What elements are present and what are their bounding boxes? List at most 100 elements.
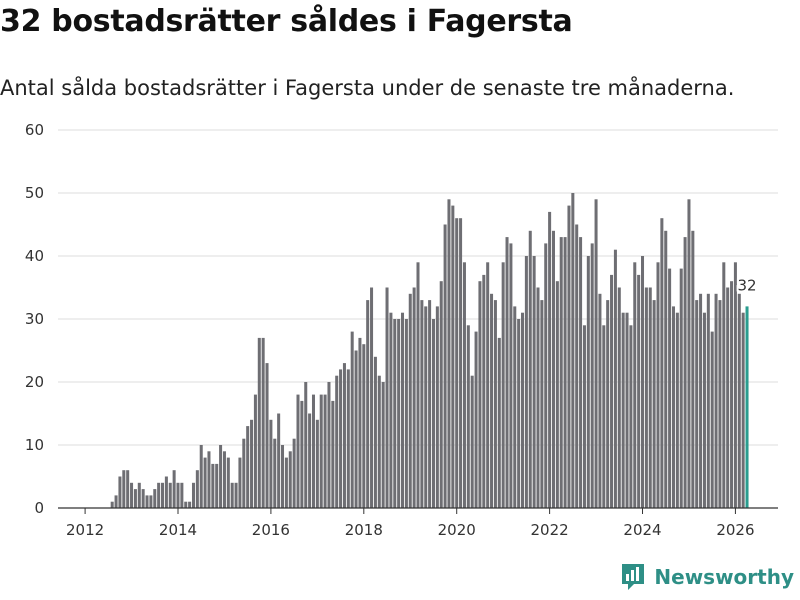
bar	[207, 451, 211, 508]
bar	[281, 445, 285, 508]
bar	[699, 293, 703, 508]
bar	[145, 495, 149, 508]
bar	[304, 382, 308, 508]
bar	[726, 287, 730, 508]
bar	[288, 451, 292, 508]
chart-logo-icon	[622, 564, 645, 590]
bar	[528, 230, 532, 509]
bar	[315, 419, 319, 508]
bar	[257, 337, 261, 508]
bar	[610, 274, 614, 508]
bar	[602, 325, 606, 508]
bar	[226, 457, 230, 508]
bar	[695, 300, 699, 508]
bar	[439, 281, 443, 508]
bar	[644, 287, 648, 508]
bar	[199, 445, 203, 508]
bar	[219, 445, 223, 508]
bar	[311, 394, 315, 508]
bar	[222, 451, 226, 508]
bar	[613, 249, 617, 508]
bar	[660, 218, 664, 508]
bar	[215, 463, 219, 508]
latest-value-label: 32	[737, 276, 756, 294]
y-tick-label: 50	[25, 184, 44, 202]
bar	[366, 300, 370, 508]
bar	[408, 293, 412, 508]
bar	[443, 224, 447, 508]
bar	[555, 281, 559, 508]
bar	[370, 287, 374, 508]
bar	[575, 224, 579, 508]
bar	[149, 495, 153, 508]
bar	[462, 262, 466, 508]
bar	[377, 375, 381, 508]
bar	[133, 489, 137, 508]
bar	[633, 262, 637, 508]
bar	[420, 300, 424, 508]
bar	[373, 356, 377, 508]
x-tick-label: 2024	[623, 521, 661, 539]
x-tick-label: 2020	[438, 521, 476, 539]
bar	[242, 438, 246, 508]
x-tick-label: 2018	[345, 521, 383, 539]
bar	[300, 400, 304, 508]
bar	[412, 287, 416, 508]
bar	[455, 218, 459, 508]
bar	[203, 457, 207, 508]
bar	[505, 237, 509, 508]
newsworthy-logo[interactable]: Newsworthy	[620, 562, 794, 592]
bar	[122, 470, 126, 508]
bar	[323, 394, 327, 508]
bar	[327, 382, 331, 508]
bar	[586, 256, 590, 508]
bar	[718, 300, 722, 508]
y-tick-label: 10	[25, 436, 44, 454]
bar	[308, 413, 312, 508]
bar	[157, 482, 161, 508]
bar	[335, 375, 339, 508]
bar	[730, 281, 734, 508]
bar	[648, 287, 652, 508]
bar	[230, 482, 234, 508]
bar	[401, 312, 405, 508]
bar	[176, 482, 180, 508]
y-tick-label: 30	[25, 310, 44, 328]
bar	[559, 237, 563, 508]
bar	[582, 325, 586, 508]
bar	[211, 463, 215, 508]
bar	[474, 331, 478, 508]
bar	[521, 312, 525, 508]
bar	[652, 300, 656, 508]
bar-latest	[745, 306, 749, 508]
chart-title: 32 bostadsrätter såldes i Fagersta	[0, 4, 573, 39]
bar	[342, 363, 346, 508]
bar	[532, 256, 536, 508]
brand-name: Newsworthy	[654, 565, 794, 589]
bar	[706, 293, 710, 508]
bar	[459, 218, 463, 508]
bar	[482, 274, 486, 508]
bar	[451, 205, 455, 508]
bar	[722, 262, 726, 508]
y-tick-label: 40	[25, 247, 44, 265]
bar	[110, 501, 114, 508]
bar	[478, 281, 482, 508]
bar	[493, 300, 497, 508]
bar	[184, 501, 188, 508]
bar	[714, 293, 718, 508]
bar	[265, 363, 269, 508]
bar	[188, 501, 192, 508]
bar	[153, 489, 157, 508]
bar	[497, 337, 501, 508]
bar	[385, 287, 389, 508]
bar	[389, 312, 393, 508]
bar	[590, 243, 594, 508]
bar	[490, 293, 494, 508]
bar	[404, 319, 408, 508]
bar	[416, 262, 420, 508]
bar	[656, 262, 660, 508]
bar	[668, 268, 672, 508]
bar	[269, 419, 273, 508]
